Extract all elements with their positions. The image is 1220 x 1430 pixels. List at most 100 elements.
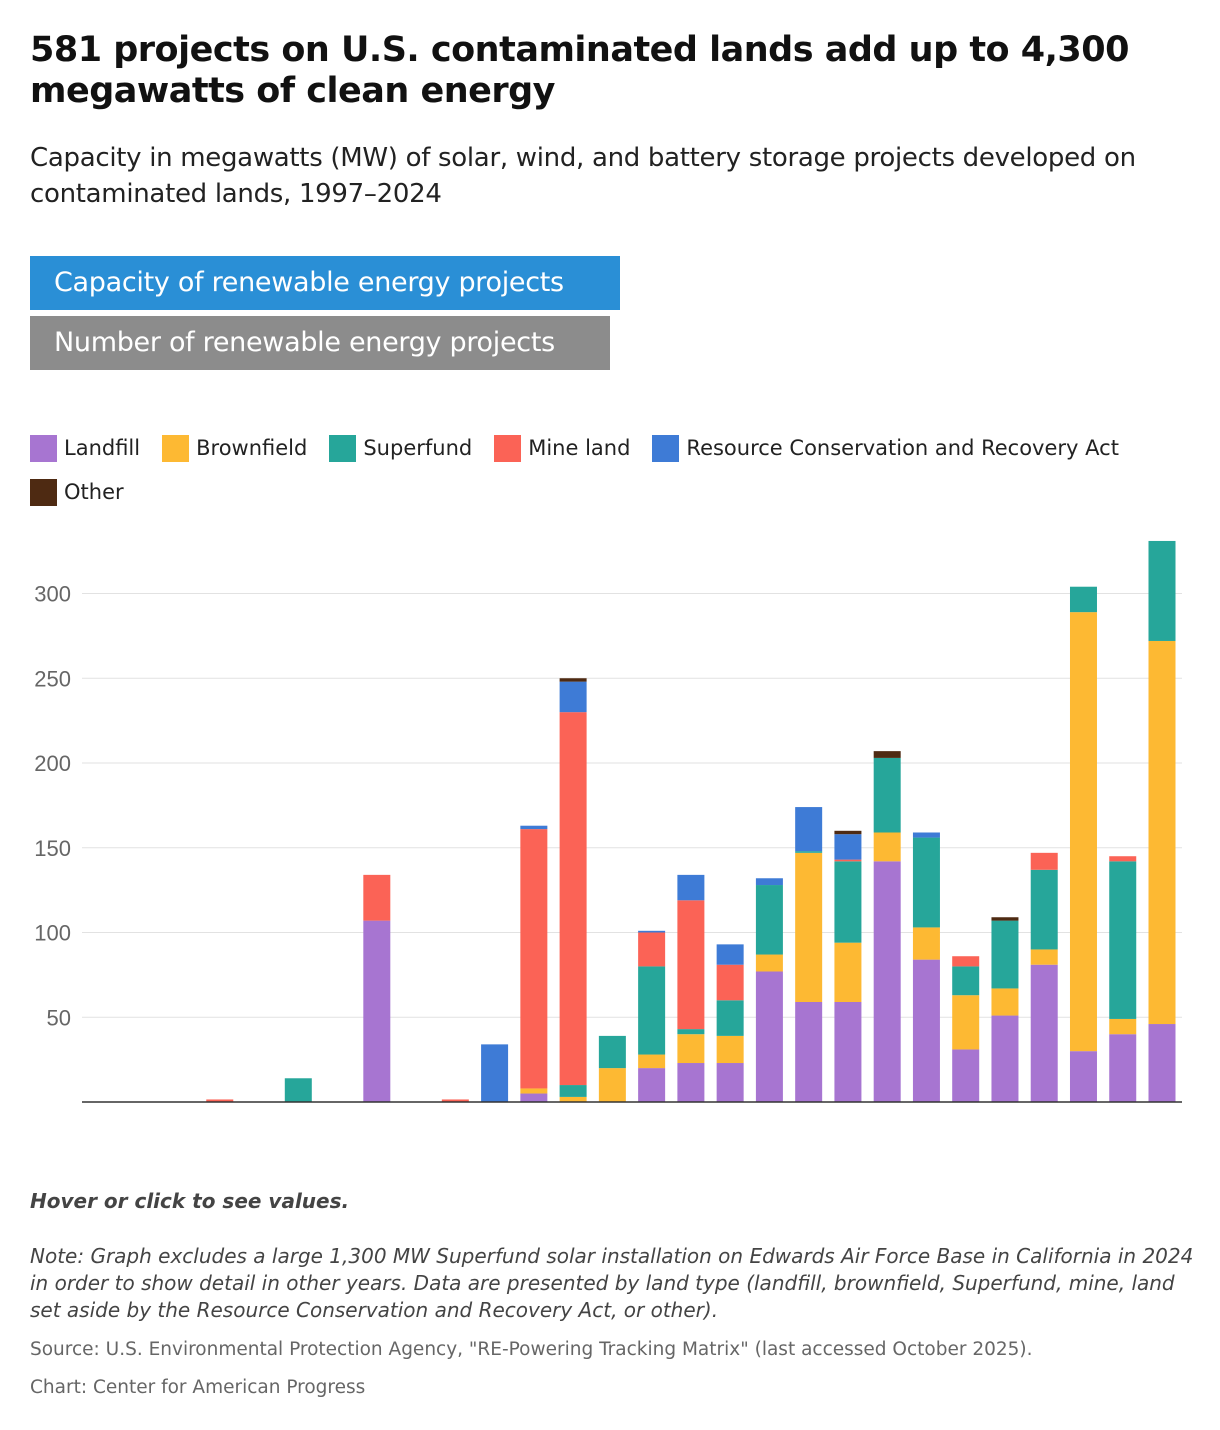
legend-swatch <box>329 434 357 462</box>
bar-segment[interactable]: 2019 Mine land: 6 <box>952 956 980 967</box>
bar-segment[interactable]: 2019 Superfund: 17 <box>952 966 980 996</box>
bar-segment[interactable]: 2018 Landfill: 84 <box>912 959 940 1102</box>
x-tick-label: 2012 <box>666 1116 715 1120</box>
bar-segment[interactable]: 2024 Brownfield: 226 <box>1148 640 1176 1025</box>
bar-segment[interactable]: 2021 Landfill: 81 <box>1030 964 1058 1102</box>
chart-legend: Landfill Brownfield Superfund Mine land Reso… <box>30 434 1190 506</box>
y-tick-label: 100 <box>34 921 71 946</box>
bar-segment[interactable]: 2013 Resource Conservation and Recovery … <box>716 944 744 965</box>
bar-segment[interactable]: 2010 Brownfield: 20 <box>598 1068 626 1102</box>
bar-segment[interactable]: 2009 Mine land: 220 <box>559 712 587 1086</box>
bar-segment[interactable]: 2023 Landfill: 40 <box>1109 1034 1137 1102</box>
bar-segment[interactable]: 2019 Landfill: 31 <box>952 1049 980 1102</box>
bar-segment[interactable]: 2008 Brownfield: 3 <box>520 1088 548 1094</box>
bar-segment[interactable]: 2018 Superfund: 53 <box>912 837 940 928</box>
bar-segment[interactable]: 2020 Superfund: 40 <box>991 920 1019 989</box>
bar-segment[interactable]: 2017 Superfund: 44 <box>873 757 901 833</box>
legend-label: Brownfield <box>196 436 308 460</box>
bar-segment[interactable]: 2009 Superfund: 7 <box>559 1085 587 1097</box>
legend-item[interactable]: Landfill <box>30 434 140 462</box>
bar-segment[interactable]: 2008 Mine land: 153 <box>520 829 548 1089</box>
legend-item[interactable]: Mine land <box>494 434 630 462</box>
bar-segment[interactable]: 2016 Other: 2 <box>834 830 862 835</box>
x-tick-label: 2021 <box>1020 1116 1069 1120</box>
capacity-toggle-button[interactable]: Capacity of renewable energy projects <box>30 256 620 310</box>
bar-segment[interactable]: 2006 Mine land: 1.5 <box>441 1099 469 1102</box>
bar-segment[interactable]: 2012 Superfund: 3 <box>677 1029 705 1035</box>
bar-segment[interactable]: 2022 Landfill: 30 <box>1069 1051 1097 1102</box>
bar-segment[interactable]: 2011 Mine land: 20 <box>638 932 666 967</box>
bar-segment[interactable]: 2011 Brownfield: 8 <box>638 1054 666 1069</box>
legend-item[interactable]: Resource Conservation and Recovery Act <box>652 434 1119 462</box>
bar-segment[interactable]: 2020 Landfill: 51 <box>991 1015 1019 1102</box>
bar-segment[interactable]: 2009 Resource Conservation and Recovery … <box>559 681 587 713</box>
bar-segment[interactable]: 2009 Brownfield: 3 <box>559 1096 587 1102</box>
bar-segment[interactable]: 2017 Landfill: 142 <box>873 861 901 1102</box>
bar-segment[interactable]: 2013 Landfill: 23 <box>716 1063 744 1102</box>
legend-swatch <box>652 434 680 462</box>
stacked-bar-chart[interactable]: 50 100 150 200 250 300 2000 Mine land: 1.5 2002… <box>0 520 1220 1120</box>
bar-segment[interactable]: 2016 Mine land: 1 <box>834 859 862 862</box>
bar-segment[interactable]: 2024 Superfund: 59 <box>1148 540 1176 641</box>
bar-segment[interactable]: 2011 Landfill: 20 <box>638 1068 666 1102</box>
bar-segment[interactable]: 2008 Landfill: 5 <box>520 1093 548 1102</box>
bar-segment[interactable]: 2012 Brownfield: 17 <box>677 1034 705 1064</box>
number-toggle-button[interactable]: Number of renewable energy projects <box>30 316 610 370</box>
bar-segment[interactable]: 2016 Landfill: 59 <box>834 1001 862 1102</box>
x-tick-label: 2003 <box>313 1116 362 1120</box>
bar-segment[interactable]: 2023 Superfund: 93 <box>1109 861 1137 1019</box>
bar-segment[interactable]: 2018 Resource Conservation and Recovery … <box>912 832 940 838</box>
bar-segment[interactable]: 2012 Mine land: 76 <box>677 900 705 1030</box>
bar-segment[interactable]: 2019 Brownfield: 32 <box>952 995 980 1050</box>
bar-segment[interactable]: 2010 Superfund: 19 <box>598 1035 626 1069</box>
bar-segment[interactable]: 2000 Mine land: 1.5 <box>206 1099 234 1102</box>
bar-segment[interactable]: 2018 Brownfield: 19 <box>912 927 940 960</box>
bar-segment[interactable]: 2014 Brownfield: 10 <box>755 954 783 972</box>
bar-segment[interactable]: 2015 Landfill: 59 <box>795 1001 823 1102</box>
bar-segment[interactable]: 2017 Brownfield: 17 <box>873 832 901 862</box>
bar-segment[interactable]: 2013 Superfund: 21 <box>716 1000 744 1036</box>
bar-segment[interactable]: 2020 Brownfield: 16 <box>991 988 1019 1016</box>
bar-segment[interactable]: 2004 Landfill: 107 <box>363 920 391 1102</box>
bar-segment[interactable]: 2020 Other: 2 <box>991 917 1019 921</box>
bar-segment[interactable]: 2013 Brownfield: 16 <box>716 1035 744 1064</box>
legend-label: Other <box>64 480 124 504</box>
bar-segment[interactable]: 2023 Brownfield: 9 <box>1109 1018 1137 1035</box>
bar-segment[interactable]: 2011 Resource Conservation and Recovery … <box>638 930 666 933</box>
bar-segment[interactable]: 2007 Resource Conservation and Recovery … <box>481 1044 509 1102</box>
bar-segment[interactable]: 2014 Superfund: 41 <box>755 885 783 955</box>
legend-item[interactable]: Superfund <box>329 434 472 462</box>
chart-note: Note: Graph excludes a large 1,300 MW Su… <box>30 1244 1194 1322</box>
bar-segment[interactable]: 2021 Brownfield: 9 <box>1030 949 1058 965</box>
bar-segment[interactable]: 2014 Landfill: 77 <box>755 971 783 1102</box>
bar-segment[interactable]: 2016 Brownfield: 35 <box>834 942 862 1002</box>
legend-item[interactable]: Brownfield <box>162 434 307 462</box>
bar-segment[interactable]: 2017 Other: 4 <box>873 751 901 758</box>
bar-segment[interactable]: 2015 Resource Conservation and Recovery … <box>795 807 823 852</box>
y-tick-label: 150 <box>34 836 71 861</box>
bar-segment[interactable]: 2015 Superfund: 1 <box>795 851 823 853</box>
bar-segment[interactable]: 2012 Landfill: 23 <box>677 1063 705 1102</box>
legend-item[interactable]: Other <box>30 478 124 506</box>
bar-segment[interactable]: 2009 Other: 2 <box>559 678 587 682</box>
bar-segment[interactable]: 2012 Resource Conservation and Recovery … <box>677 874 705 901</box>
bar-segment[interactable]: 2008 Resource Conservation and Recovery … <box>520 825 548 830</box>
x-tick-label: 1997 <box>78 1116 127 1120</box>
bar-segment[interactable]: 2022 Superfund: 15 <box>1069 586 1097 613</box>
bar-segment[interactable]: 2021 Superfund: 47 <box>1030 869 1058 950</box>
bar-segment[interactable]: 2014 Resource Conservation and Recovery … <box>755 878 783 886</box>
bar-segment[interactable]: 2004 Mine land: 27 <box>363 874 391 921</box>
bar-segment[interactable]: 2015 Brownfield: 88 <box>795 852 823 1002</box>
bar-segment[interactable]: 2021 Mine land: 10 <box>1030 852 1058 870</box>
bar-segment[interactable]: 2024 Landfill: 46 <box>1148 1024 1176 1102</box>
bar-segment[interactable]: 2023 Mine land: 3 <box>1109 856 1137 862</box>
bar-segment[interactable]: 2011 Superfund: 52 <box>638 966 666 1055</box>
bar-segment[interactable]: 2022 Brownfield: 259 <box>1069 612 1097 1052</box>
bar-segment[interactable]: 2013 Mine land: 21 <box>716 964 744 1001</box>
bar-segment[interactable]: 2016 Resource Conservation and Recovery … <box>834 834 862 860</box>
bar-segment[interactable]: 2016 Superfund: 48 <box>834 861 862 943</box>
chart-credit: Chart: Center for American Progress <box>30 1377 366 1398</box>
x-tick-label: 2015 <box>784 1116 833 1120</box>
legend-swatch <box>30 478 57 506</box>
